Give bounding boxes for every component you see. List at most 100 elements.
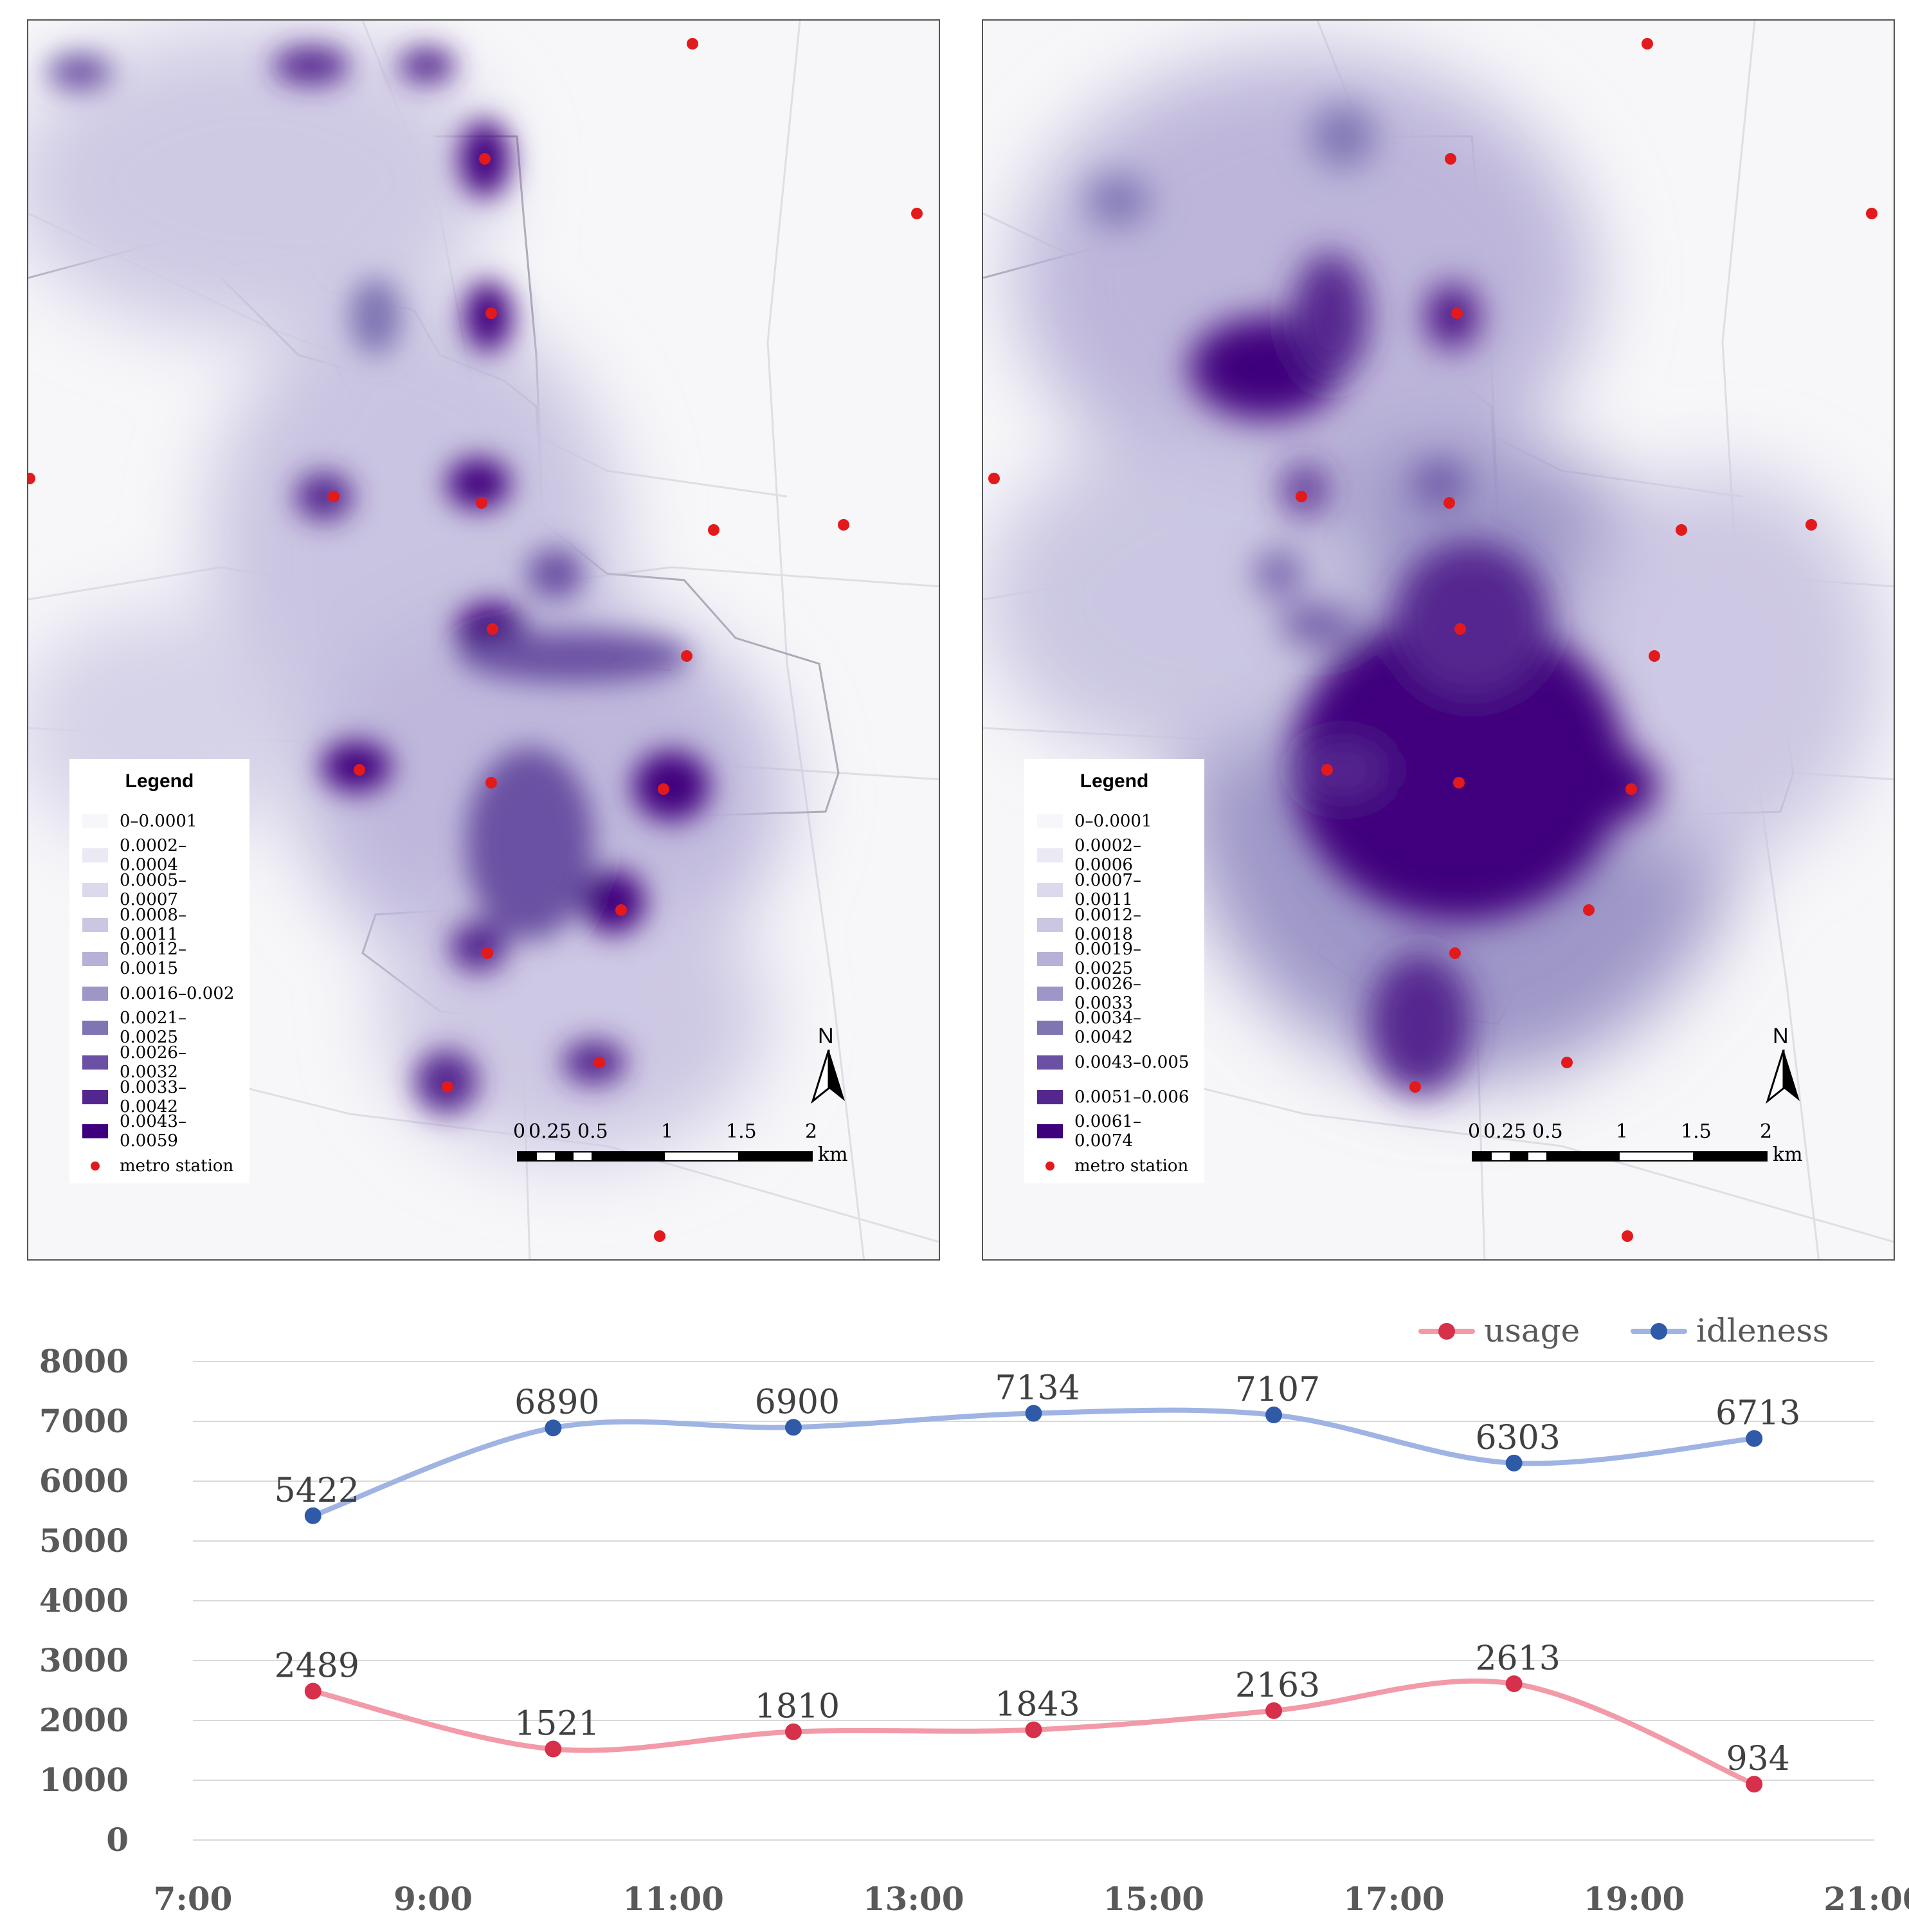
metro-station-marker <box>328 491 339 502</box>
idleness-data-point <box>304 1507 321 1524</box>
usage-data-point <box>784 1723 802 1740</box>
legend-swatch <box>82 1021 108 1035</box>
legend-swatch <box>82 848 108 863</box>
legend-item: 0–0.0001 <box>82 804 237 839</box>
legend-item-label: 0.0005–0.0007 <box>120 870 186 909</box>
legend-item: 0.0026–0.0033 <box>1037 974 1191 1013</box>
usage-data-point <box>304 1682 321 1700</box>
metro-station-marker <box>479 153 491 165</box>
legend-swatch <box>82 1089 108 1104</box>
legend-item-label: 0.0033–0.0042 <box>120 1077 186 1116</box>
legend-item-label: 0.0012–0.0015 <box>120 940 186 979</box>
metro-station-marker <box>654 1230 665 1242</box>
metro-station-marker <box>1583 904 1595 916</box>
y-tick-label: 6000 <box>39 1462 129 1500</box>
metro-station-marker <box>838 519 849 531</box>
north-arrow-icon <box>811 1050 845 1104</box>
legend-item-label: 0.0026–0.0032 <box>120 1043 186 1082</box>
idleness-data-point <box>1746 1430 1763 1447</box>
map-legend: Legend 0–0.0001 0.0002–0.0006 0.0007–0.001… <box>1024 759 1204 1183</box>
y-tick-label: 5000 <box>39 1522 129 1560</box>
scale-unit: km <box>1773 1144 1803 1166</box>
legend-swatch <box>82 952 108 967</box>
legend-item-label: 0.0051–0.006 <box>1074 1087 1190 1107</box>
y-tick-label: 2000 <box>39 1701 129 1739</box>
x-tick-label: 7:00 <box>154 1880 233 1918</box>
metro-station-marker <box>1866 208 1877 219</box>
metro-station-marker <box>1453 777 1465 788</box>
metro-station-marker <box>1622 1230 1633 1242</box>
density-layer <box>28 21 939 1259</box>
metro-station-marker <box>487 623 498 635</box>
metro-station-marker <box>681 650 692 662</box>
usage-legend-marker <box>1438 1323 1455 1340</box>
metro-station-marker <box>911 208 923 219</box>
metro-station-marker <box>1454 623 1466 635</box>
usage-data-point <box>1746 1776 1763 1793</box>
legend-swatch <box>1037 1089 1063 1104</box>
idleness-data-label: 5422 <box>275 1472 359 1510</box>
metro-station-marker <box>708 524 719 536</box>
north-label: N <box>1773 1024 1789 1048</box>
legend-item: 0.0051–0.006 <box>1037 1080 1191 1115</box>
metro-station-marker <box>485 307 497 319</box>
legend-item: 0.0019–0.0025 <box>1037 940 1191 978</box>
usage-data-point <box>1265 1702 1283 1719</box>
north-label: N <box>818 1024 834 1048</box>
legend-item: 0.0043–0.0059 <box>82 1112 237 1151</box>
metro-station-marker <box>442 1081 453 1093</box>
usage-data-label: 2489 <box>275 1647 359 1686</box>
usage-data-label: 2163 <box>1235 1666 1320 1705</box>
y-tick-label: 3000 <box>39 1641 129 1679</box>
legend-item-label: 0.0002–0.0006 <box>1074 836 1141 875</box>
y-tick-label: 7000 <box>39 1402 129 1440</box>
density-layer <box>983 21 1894 1259</box>
usage-legend-label: usage <box>1484 1312 1580 1349</box>
legend-item: 0.0026–0.0032 <box>82 1043 237 1082</box>
legend-item: 0.0008–0.0011 <box>82 906 237 944</box>
usage-data-point <box>545 1740 562 1758</box>
legend-item: 0–0.0001 <box>1037 804 1191 839</box>
density-hotspots <box>1086 104 1658 1095</box>
kde-map-left: Legend 0–0.0001 0.0002–0.0004 0.0005–0.000… <box>27 19 940 1261</box>
metro-stations <box>988 38 1877 1242</box>
usage-data-point <box>1505 1675 1523 1692</box>
metro-station-marker <box>1445 153 1456 165</box>
idleness-data-point <box>784 1419 802 1436</box>
legend-station-label: metro station <box>1074 1156 1189 1176</box>
idleness-data-label: 7107 <box>1235 1371 1320 1409</box>
x-tick-label: 11:00 <box>622 1880 724 1918</box>
legend-item-label: 0–0.0001 <box>1074 811 1152 831</box>
map-legend: Legend 0–0.0001 0.0002–0.0004 0.0005–0.000… <box>69 759 249 1183</box>
legend-title: Legend <box>1080 770 1149 792</box>
legend-item-label: 0.0002–0.0004 <box>120 836 186 875</box>
scale-tick: 2 <box>805 1120 818 1143</box>
idleness-data-point <box>545 1419 562 1437</box>
legend-swatch <box>1037 917 1063 932</box>
north-arrow: N <box>806 1024 851 1107</box>
metro-station-marker <box>1642 38 1653 50</box>
x-tick-label: 9:00 <box>394 1880 473 1918</box>
legend-swatch <box>1037 1021 1063 1035</box>
y-tick-label: 0 <box>106 1821 129 1859</box>
legend-item: 0.0012–0.0015 <box>82 940 237 979</box>
scale-tick: 0 <box>513 1120 526 1143</box>
legend-item-label: 0.0043–0.0059 <box>120 1112 186 1151</box>
y-tick-label: 4000 <box>39 1581 129 1619</box>
legend-title: Legend <box>125 770 194 792</box>
legend-swatch <box>1037 814 1063 828</box>
idleness-data-point <box>1025 1405 1042 1422</box>
x-tick-label: 17:00 <box>1343 1880 1445 1918</box>
idleness-data-label: 7134 <box>995 1369 1080 1408</box>
scale-bar-graphic <box>517 1151 813 1162</box>
legend-swatch <box>1037 848 1063 863</box>
legend-item: 0.0012–0.0018 <box>1037 906 1191 944</box>
legend-list: 0–0.0001 0.0002–0.0006 0.0007–0.0011 0.0012… <box>1037 804 1191 1151</box>
scale-tick: 0.5 <box>1532 1120 1563 1143</box>
usage-data-label: 1521 <box>514 1705 599 1744</box>
metro-station-marker <box>482 947 493 959</box>
x-tick-label: 13:00 <box>863 1880 964 1918</box>
legend-list: 0–0.0001 0.0002–0.0004 0.0005–0.0007 0.0008… <box>82 804 237 1151</box>
scale-bar: 0 0.25 0.5 1 1.5 2 km <box>513 1120 851 1178</box>
metro-station-marker <box>1649 650 1660 662</box>
